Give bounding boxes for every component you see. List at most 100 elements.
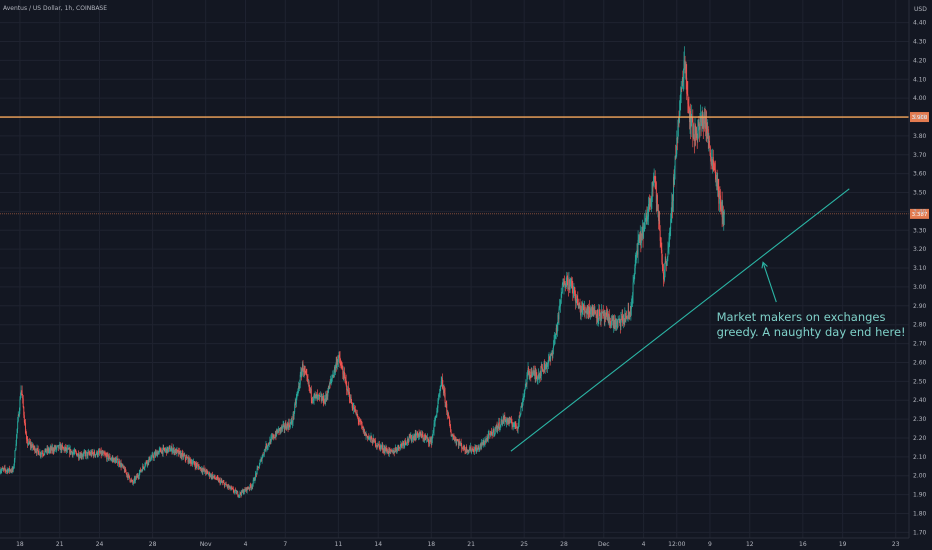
candle-body bbox=[357, 415, 359, 418]
candle-body bbox=[351, 403, 353, 408]
candle-body bbox=[117, 458, 119, 465]
candle-body bbox=[330, 379, 332, 383]
candle-body bbox=[596, 310, 598, 319]
candle-body bbox=[62, 446, 64, 449]
candle-body bbox=[154, 452, 156, 455]
candle-body bbox=[405, 443, 407, 445]
candle-body bbox=[293, 414, 295, 417]
candle-body bbox=[194, 464, 196, 468]
candle-body bbox=[7, 469, 9, 473]
candle-body bbox=[84, 451, 86, 453]
candle-body bbox=[241, 490, 243, 492]
candle-body bbox=[524, 389, 526, 395]
candle-body bbox=[556, 327, 558, 333]
candle-body bbox=[583, 307, 585, 312]
candle-body bbox=[549, 358, 551, 360]
candle-body bbox=[288, 422, 290, 429]
candle-body bbox=[507, 420, 509, 422]
candle-body bbox=[417, 431, 418, 435]
candle-body bbox=[629, 313, 631, 315]
candle-body bbox=[536, 376, 538, 380]
candle-body bbox=[83, 453, 84, 457]
candle-body bbox=[618, 318, 620, 320]
candle-body bbox=[524, 387, 526, 390]
candle-body bbox=[469, 448, 471, 451]
candle-body bbox=[226, 485, 228, 486]
candle-body bbox=[237, 491, 239, 496]
candle-body bbox=[590, 308, 592, 311]
candle-body bbox=[115, 459, 117, 463]
candle-body bbox=[391, 451, 393, 453]
candle-body bbox=[425, 437, 427, 439]
candle-body bbox=[591, 310, 593, 312]
candle-body bbox=[388, 452, 390, 454]
candle-body bbox=[94, 454, 96, 456]
candle-body bbox=[214, 477, 216, 479]
candle-body bbox=[319, 395, 321, 397]
candle-body bbox=[625, 316, 627, 321]
candle-body bbox=[131, 480, 133, 482]
candle-body bbox=[277, 430, 279, 433]
candle-body bbox=[608, 314, 610, 323]
price-axis[interactable]: 1.70 1.80 1.90 2.00 2.10 2.20 2.30 2.40 2.50 2.60… bbox=[913, 20, 927, 537]
candle-body bbox=[608, 314, 610, 321]
time-axis[interactable]: 18 21 24 28 Nov 4 7 11 14 18 21 25 28 Dec 4 12:00 9 12 16 1… bbox=[16, 541, 900, 548]
candle-body bbox=[236, 491, 238, 493]
candle-body bbox=[238, 495, 240, 497]
candle-body bbox=[485, 440, 486, 442]
candle-body bbox=[622, 315, 624, 322]
candle-body bbox=[166, 447, 168, 454]
candle-body bbox=[259, 462, 261, 466]
candle-body bbox=[110, 459, 112, 460]
price-tick-label: 3.30 bbox=[913, 227, 927, 234]
candle-body bbox=[553, 339, 555, 346]
price-tick-label: 2.30 bbox=[913, 416, 927, 423]
candle-body bbox=[12, 468, 14, 470]
candle-body bbox=[723, 211, 725, 215]
candle-body bbox=[441, 378, 443, 385]
candle-body bbox=[413, 436, 415, 440]
candle-body bbox=[183, 455, 185, 456]
candle-body bbox=[235, 489, 236, 491]
candle-body bbox=[190, 462, 192, 464]
candle-body bbox=[106, 455, 108, 460]
candle-body bbox=[38, 451, 40, 455]
candle-body bbox=[157, 452, 159, 456]
candle-body bbox=[633, 273, 635, 281]
candle-body bbox=[33, 447, 35, 449]
candle-body bbox=[582, 304, 584, 309]
candle-body bbox=[539, 374, 541, 378]
candle-body bbox=[300, 372, 302, 377]
candle-body bbox=[284, 428, 286, 429]
candle-body bbox=[28, 441, 30, 444]
candle-body bbox=[8, 467, 10, 471]
candle-body bbox=[274, 437, 276, 439]
candle-body bbox=[370, 436, 372, 440]
candle-body bbox=[211, 474, 213, 478]
candle-body bbox=[708, 140, 710, 143]
candle-body bbox=[338, 354, 340, 357]
candle-body bbox=[574, 286, 575, 294]
candle-body bbox=[648, 198, 650, 205]
candle-body bbox=[138, 472, 140, 477]
candle-body bbox=[418, 433, 420, 437]
candle-body bbox=[116, 459, 118, 461]
candle-body bbox=[75, 451, 77, 453]
candle-body bbox=[673, 177, 674, 202]
candle-body bbox=[89, 453, 91, 455]
candle-body bbox=[233, 491, 235, 493]
candle-body bbox=[533, 370, 535, 372]
candle-body bbox=[79, 455, 81, 458]
candle-body bbox=[658, 210, 659, 221]
candle-body bbox=[548, 359, 549, 364]
candle-body bbox=[509, 419, 511, 423]
candle-body bbox=[109, 456, 111, 460]
candle-body bbox=[568, 279, 570, 289]
candle-body bbox=[275, 434, 277, 437]
candle-body bbox=[164, 449, 166, 451]
candle-body bbox=[672, 201, 674, 208]
candle-body bbox=[85, 452, 87, 457]
candle-body bbox=[201, 470, 203, 472]
candle-body bbox=[207, 472, 209, 475]
